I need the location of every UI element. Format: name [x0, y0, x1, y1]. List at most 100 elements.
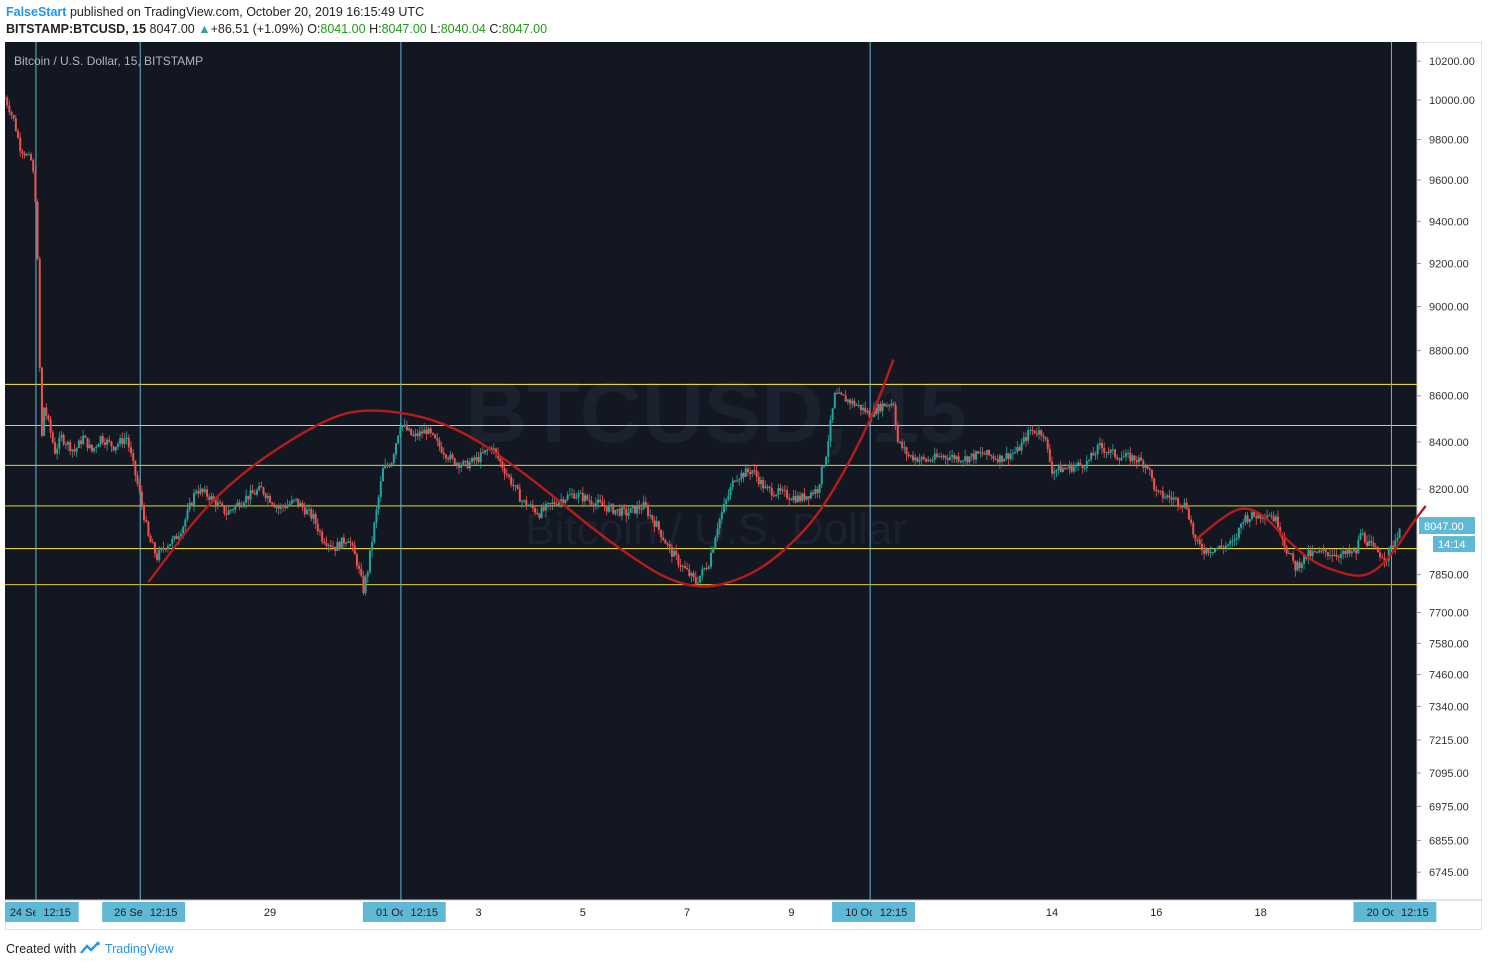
candle-body-447	[975, 451, 978, 460]
candle-body-467	[1018, 447, 1021, 451]
candle-body-494	[1077, 462, 1080, 466]
candle-body-54	[121, 438, 124, 444]
candle-body-236	[516, 485, 519, 489]
author-name[interactable]: FalseStart	[6, 5, 67, 19]
candle-body-243	[531, 504, 534, 509]
candle-body-244	[534, 508, 537, 513]
candle-body-19	[45, 407, 48, 417]
candle-body-87	[192, 492, 195, 506]
candle-body-405	[883, 403, 886, 407]
candle-body-470	[1024, 437, 1027, 441]
candle-body-44	[99, 436, 102, 445]
candle-body-109	[240, 505, 243, 508]
candle-body-65	[145, 519, 148, 522]
candle-body-368	[803, 493, 806, 500]
candle-body-333	[727, 495, 730, 500]
candle-body-237	[518, 488, 521, 502]
candle-body-50	[112, 446, 115, 451]
candle-body-251	[549, 503, 552, 505]
time-axis	[5, 899, 1482, 930]
candle-body-161	[353, 545, 356, 555]
candle-body-385	[840, 392, 843, 395]
chart-panel[interactable]: BTCUSD, 15 Bitcoin / U.S. Dollar Bitcoin /…	[5, 42, 1482, 930]
candle-body-254	[555, 504, 558, 506]
candle-body-335	[731, 480, 734, 488]
tradingview-logo-icon[interactable]	[79, 941, 105, 956]
candle-body-574	[1250, 512, 1253, 520]
candle-body-271	[592, 504, 595, 507]
candle-body-292	[638, 506, 641, 510]
candle-body-30	[69, 441, 72, 452]
candle-body-503	[1096, 445, 1099, 455]
candle-body-464	[1011, 453, 1014, 455]
candle-body-601	[1309, 549, 1312, 556]
candle-body-166	[364, 576, 367, 593]
candle-body-43	[97, 444, 100, 447]
candle-body-343	[749, 472, 752, 474]
candle-body-319	[696, 582, 699, 584]
candle-body-434	[946, 458, 949, 461]
candle-body-530	[1155, 489, 1158, 492]
candle-body-157	[345, 542, 348, 544]
candle-body-517	[1127, 452, 1130, 454]
candle-body-310	[677, 554, 680, 565]
candle-body-427	[931, 459, 934, 461]
candle-body-284	[620, 507, 623, 516]
candle-body-23	[53, 442, 56, 454]
plot-background	[5, 42, 1417, 900]
ohlc-legend: BITSTAMP:BTCUSD, 15 8047.00 ▲+86.51 (+1.…	[6, 22, 547, 36]
candle-body-369	[805, 496, 808, 500]
candle-body-95	[210, 496, 213, 500]
candle-body-74	[164, 548, 167, 550]
candle-body-60	[134, 460, 137, 476]
candle-body-141	[310, 509, 313, 519]
candle-body-514	[1120, 457, 1123, 461]
candle-body-184	[403, 424, 406, 426]
candle-body-204	[447, 458, 450, 460]
candle-body-504	[1098, 443, 1101, 446]
candle-body-374	[816, 489, 819, 493]
candle-body-76	[169, 544, 172, 547]
cup-arc-1	[147, 359, 895, 588]
candle-body-576	[1255, 516, 1258, 519]
y-tick-label-6: 9000.00	[1429, 302, 1469, 314]
candle-body-499	[1087, 459, 1090, 461]
candle-body-131	[288, 503, 291, 506]
candle-body-155	[340, 537, 343, 549]
candle-body-123	[271, 502, 274, 505]
candle-body-527	[1148, 468, 1151, 470]
candle-body-275	[601, 501, 604, 506]
candle-body-498	[1085, 460, 1088, 469]
candle-body-202	[442, 452, 445, 455]
candle-body-196	[429, 428, 432, 434]
candle-body-367	[801, 493, 804, 502]
candle-body-631	[1374, 546, 1377, 548]
candle-body-190	[416, 433, 419, 437]
candle-body-340	[742, 472, 745, 478]
candle-body-516	[1124, 453, 1127, 457]
candle-body-172	[377, 496, 380, 510]
candle-body-220	[481, 452, 484, 454]
candle-body-1	[6, 98, 9, 106]
candle-body-616	[1342, 551, 1345, 554]
candle-body-541	[1179, 505, 1182, 507]
candle-body-130	[286, 505, 289, 509]
candle-body-153	[336, 542, 339, 551]
candle-body-394	[859, 404, 862, 411]
candle-body-81	[179, 533, 182, 537]
candle-body-104	[229, 509, 232, 511]
candle-body-526	[1146, 465, 1149, 469]
candle-body-28	[64, 443, 67, 445]
candle-body-365	[796, 495, 799, 503]
candle-body-559	[1218, 545, 1221, 549]
candle-body-627	[1366, 541, 1369, 546]
candle-body-388	[846, 399, 849, 402]
footer: Created with TradingView	[6, 941, 174, 956]
candle-body-630	[1372, 542, 1375, 547]
tradingview-brand[interactable]: TradingView	[104, 942, 174, 956]
candle-body-188	[412, 435, 415, 437]
candle-body-215	[471, 457, 474, 463]
candle-body-543	[1183, 502, 1186, 508]
x-tick-tag-17	[1393, 902, 1437, 922]
